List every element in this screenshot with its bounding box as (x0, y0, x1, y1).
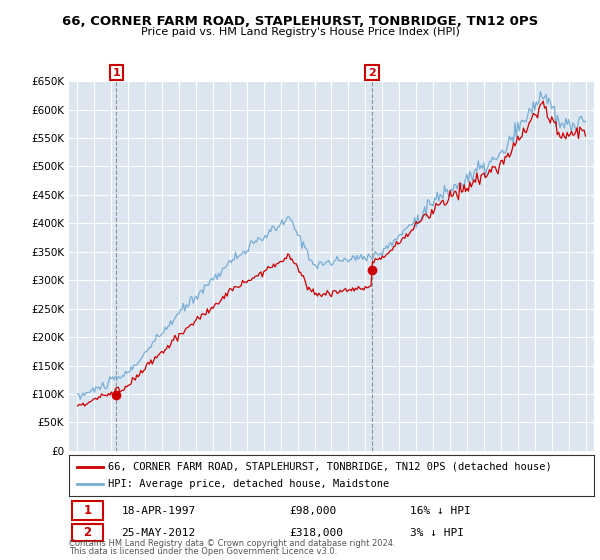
Text: HPI: Average price, detached house, Maidstone: HPI: Average price, detached house, Maid… (109, 479, 389, 489)
Text: 3% ↓ HPI: 3% ↓ HPI (410, 528, 464, 538)
Bar (71, 524, 103, 542)
Text: 1: 1 (83, 504, 91, 517)
Text: 2: 2 (368, 68, 376, 77)
Text: 66, CORNER FARM ROAD, STAPLEHURST, TONBRIDGE, TN12 0PS: 66, CORNER FARM ROAD, STAPLEHURST, TONBR… (62, 15, 538, 28)
Text: Price paid vs. HM Land Registry's House Price Index (HPI): Price paid vs. HM Land Registry's House … (140, 27, 460, 38)
Text: 1: 1 (113, 68, 120, 77)
Text: This data is licensed under the Open Government Licence v3.0.: This data is licensed under the Open Gov… (69, 547, 337, 556)
Text: 18-APR-1997: 18-APR-1997 (121, 506, 196, 516)
Text: 66, CORNER FARM ROAD, STAPLEHURST, TONBRIDGE, TN12 0PS (detached house): 66, CORNER FARM ROAD, STAPLEHURST, TONBR… (109, 461, 552, 472)
Text: 16% ↓ HPI: 16% ↓ HPI (410, 506, 471, 516)
Bar (71, 501, 103, 520)
Text: Contains HM Land Registry data © Crown copyright and database right 2024.: Contains HM Land Registry data © Crown c… (69, 539, 395, 548)
Text: £318,000: £318,000 (290, 528, 343, 538)
Text: 2: 2 (83, 526, 91, 539)
Text: £98,000: £98,000 (290, 506, 337, 516)
Text: 25-MAY-2012: 25-MAY-2012 (121, 528, 196, 538)
